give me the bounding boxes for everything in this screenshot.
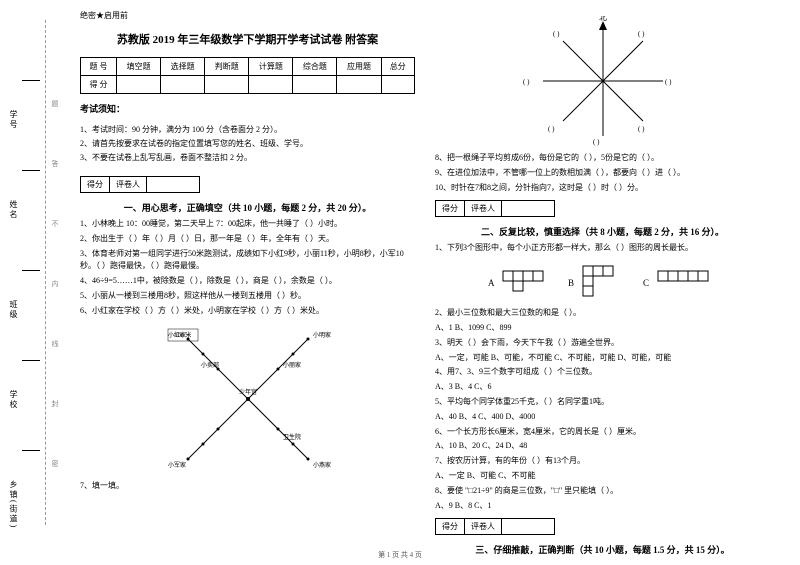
binding-gutter: 乡镇(街道) 学校 班级 姓名 学号 密 封 线 内 不 答 题 — [0, 0, 60, 565]
svg-text:卫生院: 卫生院 — [283, 433, 301, 441]
grade-box: 得分评卷人 — [435, 518, 555, 535]
page-footer: 第 1 页 共 4 页 — [0, 550, 800, 560]
svg-text:( ): ( ) — [548, 125, 555, 133]
q2-1: 1、下列3个图形中，每个小正方形都一样大，那么（ ）图形的周长最长。 — [435, 242, 770, 255]
q1-2: 2、你出生于（ ）年（ ）月（ ）日，那一年是（ ）年，全年有（ ）天。 — [80, 233, 415, 246]
part1-title: 一、用心思考，正确填空（共 10 小题，每题 2 分，共 20 分）。 — [80, 201, 415, 214]
gutter-label: 学校 — [8, 390, 19, 410]
q1-8: 8、把一根绳子平均剪成6份，每份是它的（ ），5份是它的（ ）。 — [435, 152, 770, 165]
notice-heading: 考试须知： — [80, 102, 415, 115]
compass-diagram: 北 ( ) ( ) ( ) ( ) ( ) ( ) ( ) — [435, 16, 770, 146]
confidential-mark: 绝密★启用前 — [80, 10, 415, 21]
gutter-label: 乡镇(街道) — [8, 480, 19, 529]
q1-6: 6、小红家在学校（ ）方（ ）米处，小明家在学校（ ）方（ ）米处。 — [80, 305, 415, 318]
svg-text:小明家: 小明家 — [313, 331, 331, 339]
q1-4: 4、46÷9=5……1中，被除数是（ ），除数是（ ），商是（ ），余数是（ ）… — [80, 275, 415, 288]
score-table: 题 号 填空题选择题 判断题计算题 综合题应用题 总分 得 分 — [80, 57, 415, 94]
exam-title: 苏教版 2019 年三年级数学下学期开学考试试卷 附答案 — [80, 31, 415, 47]
grade-box: 得分评卷人 — [435, 200, 555, 217]
gutter-label: 班级 — [8, 300, 19, 320]
svg-text:A: A — [488, 278, 495, 288]
q2-5: 5、平均每个同学体重25千克，（ ）名同学重1吨。 — [435, 396, 770, 409]
q2-4: 4、用7、3、9三个数字可组成（ ）个三位数。 — [435, 366, 770, 379]
notice-list: 1、考试时间：90 分钟，满分为 100 分（含卷面分 2 分）。 2、请首先按… — [80, 124, 415, 163]
q2-6: 6、一个长方形长6厘米，宽4厘米，它的周长是（ ）厘米。 — [435, 426, 770, 439]
svg-text:小红家: 小红家 — [168, 331, 186, 339]
q1-3: 3、体育老师对第一组同学进行50米跑测试，成绩如下小红9秒，小丽11秒，小明8秒… — [80, 248, 415, 274]
svg-text:( ): ( ) — [593, 138, 600, 146]
q1-7: 7、填一填。 — [80, 480, 415, 493]
svg-text:C: C — [643, 278, 649, 288]
svg-text:( ): ( ) — [638, 125, 645, 133]
polyomino-shapes: A B C — [435, 261, 770, 301]
svg-text:( ): ( ) — [553, 30, 560, 38]
svg-text:小卖部: 小卖部 — [201, 361, 219, 369]
q1-9: 9、在进位加法中，不管哪一位上的数相加满（ ），都要向（ ）进（ ）。 — [435, 167, 770, 180]
q1-5: 5、小丽从一楼到三楼用8秒，照这样他从一楼到五楼用（ ）秒。 — [80, 290, 415, 303]
svg-text:小丽家: 小丽家 — [283, 361, 301, 369]
map-diagram: 100 米 少年宫 小明家 小红家 小卖部 — [80, 324, 415, 474]
svg-text:( ): ( ) — [665, 78, 672, 86]
gutter-label: 学号 — [8, 110, 19, 130]
svg-text:( ): ( ) — [638, 30, 645, 38]
gutter-label: 姓名 — [8, 200, 19, 220]
q1-10: 10、时针在7和8之间，分针指向7，这时是（ ）时（ ）分。 — [435, 182, 770, 195]
svg-text:( ): ( ) — [523, 78, 530, 86]
q1-1: 1、小林晚上 10：00睡觉，第二天早上 7：00起床，他一共睡了（ ）小时。 — [80, 218, 415, 231]
q2-2: 2、最小三位数和最大三位数的和是（ ）。 — [435, 307, 770, 320]
q2-7: 7、按农历计算，有的年份（ ）有13个月。 — [435, 455, 770, 468]
q2-8: 8、要使 "□21÷9" 的商是三位数，"□" 里只能填（ ）。 — [435, 485, 770, 498]
part2-title: 二、反复比较，慎重选择（共 8 小题，每题 2 分，共 16 分）。 — [435, 225, 770, 238]
svg-text:少年宫: 少年宫 — [238, 388, 256, 396]
svg-text:小燕家: 小燕家 — [313, 461, 331, 469]
svg-text:小军家: 小军家 — [168, 461, 186, 469]
svg-text:B: B — [568, 278, 574, 288]
grade-box: 得分评卷人 — [80, 176, 200, 193]
svg-text:北: 北 — [599, 16, 607, 22]
q2-3: 3、明天（ ）会下雨，今天下午我（ ）游遍全世界。 — [435, 337, 770, 350]
